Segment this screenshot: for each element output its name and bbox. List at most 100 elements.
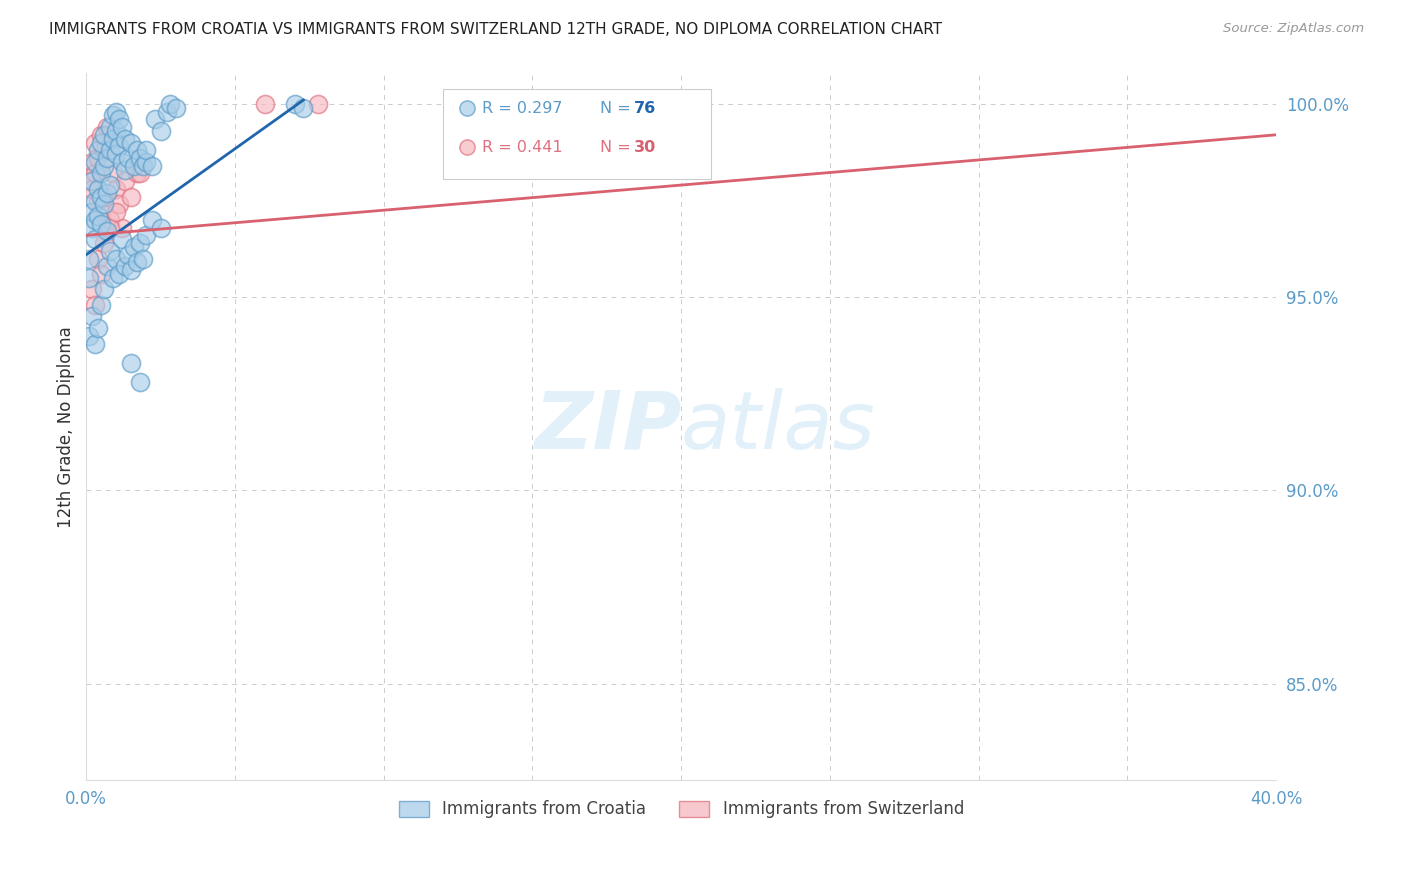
Point xyxy=(125,143,148,157)
Point xyxy=(155,104,177,119)
Point xyxy=(101,131,124,145)
Point xyxy=(108,139,131,153)
Point xyxy=(108,267,131,281)
Point xyxy=(117,151,139,165)
Text: N =: N = xyxy=(600,101,636,116)
Point xyxy=(93,197,115,211)
Point xyxy=(93,235,115,250)
Point xyxy=(77,252,100,266)
Point xyxy=(90,298,112,312)
Point xyxy=(90,205,112,219)
Point xyxy=(111,220,134,235)
Point xyxy=(105,205,128,219)
Point xyxy=(120,189,142,203)
Point xyxy=(98,244,121,258)
Point xyxy=(111,154,134,169)
Point xyxy=(82,220,104,235)
Point xyxy=(84,232,107,246)
Point xyxy=(283,96,305,111)
Point xyxy=(105,252,128,266)
Point xyxy=(98,120,121,134)
Text: N =: N = xyxy=(600,140,636,154)
Point xyxy=(82,282,104,296)
Point xyxy=(82,182,104,196)
Point xyxy=(120,356,142,370)
Point xyxy=(114,259,136,273)
Point xyxy=(1026,290,1049,304)
Point xyxy=(96,224,118,238)
Point xyxy=(82,310,104,324)
Point xyxy=(292,101,315,115)
Point xyxy=(87,209,110,223)
Point xyxy=(141,212,163,227)
Point xyxy=(114,162,136,177)
Point xyxy=(77,270,100,285)
Point xyxy=(132,252,155,266)
Text: R = 0.441: R = 0.441 xyxy=(482,140,564,154)
Point xyxy=(84,166,107,180)
Point xyxy=(114,174,136,188)
Point xyxy=(135,143,157,157)
Point xyxy=(105,124,128,138)
Point xyxy=(84,336,107,351)
Point xyxy=(101,108,124,122)
Point xyxy=(122,240,145,254)
Text: Source: ZipAtlas.com: Source: ZipAtlas.com xyxy=(1223,22,1364,36)
Point xyxy=(87,143,110,157)
Point xyxy=(135,228,157,243)
Point xyxy=(84,194,107,208)
Point xyxy=(128,166,150,180)
Point xyxy=(135,154,157,169)
Point xyxy=(93,143,115,157)
Point xyxy=(141,159,163,173)
Point xyxy=(149,220,172,235)
Point xyxy=(307,96,329,111)
Point xyxy=(101,270,124,285)
Point xyxy=(105,147,128,161)
Point xyxy=(84,298,107,312)
Text: ZIP: ZIP xyxy=(534,388,681,466)
Point xyxy=(132,159,155,173)
Text: atlas: atlas xyxy=(681,388,876,466)
Point xyxy=(98,143,121,157)
Point xyxy=(105,182,128,196)
Point xyxy=(93,189,115,203)
Point xyxy=(128,151,150,165)
Point xyxy=(96,151,118,165)
Point xyxy=(120,263,142,277)
Point xyxy=(84,136,107,150)
Point xyxy=(90,166,112,180)
Point xyxy=(159,96,181,111)
Point xyxy=(143,112,166,127)
Point xyxy=(82,174,104,188)
Point xyxy=(93,159,115,173)
Point xyxy=(82,205,104,219)
Point xyxy=(125,166,148,180)
Point xyxy=(90,267,112,281)
Point xyxy=(87,151,110,165)
Point xyxy=(87,182,110,196)
Point xyxy=(128,375,150,389)
Point xyxy=(82,154,104,169)
Point xyxy=(165,101,187,115)
Point xyxy=(98,212,121,227)
Point xyxy=(111,120,134,134)
Point xyxy=(90,189,112,203)
Point xyxy=(117,247,139,261)
Point xyxy=(96,259,118,273)
FancyBboxPatch shape xyxy=(443,88,711,179)
Text: 30: 30 xyxy=(634,140,655,154)
Point xyxy=(253,96,276,111)
Point xyxy=(108,197,131,211)
Point xyxy=(90,128,112,142)
Point xyxy=(149,124,172,138)
Point xyxy=(128,235,150,250)
Point xyxy=(77,328,100,343)
Point xyxy=(125,255,148,269)
Point xyxy=(96,120,118,134)
Point xyxy=(1026,502,1049,516)
Point xyxy=(90,217,112,231)
Text: IMMIGRANTS FROM CROATIA VS IMMIGRANTS FROM SWITZERLAND 12TH GRADE, NO DIPLOMA CO: IMMIGRANTS FROM CROATIA VS IMMIGRANTS FR… xyxy=(49,22,942,37)
Point xyxy=(111,232,134,246)
Point xyxy=(93,282,115,296)
